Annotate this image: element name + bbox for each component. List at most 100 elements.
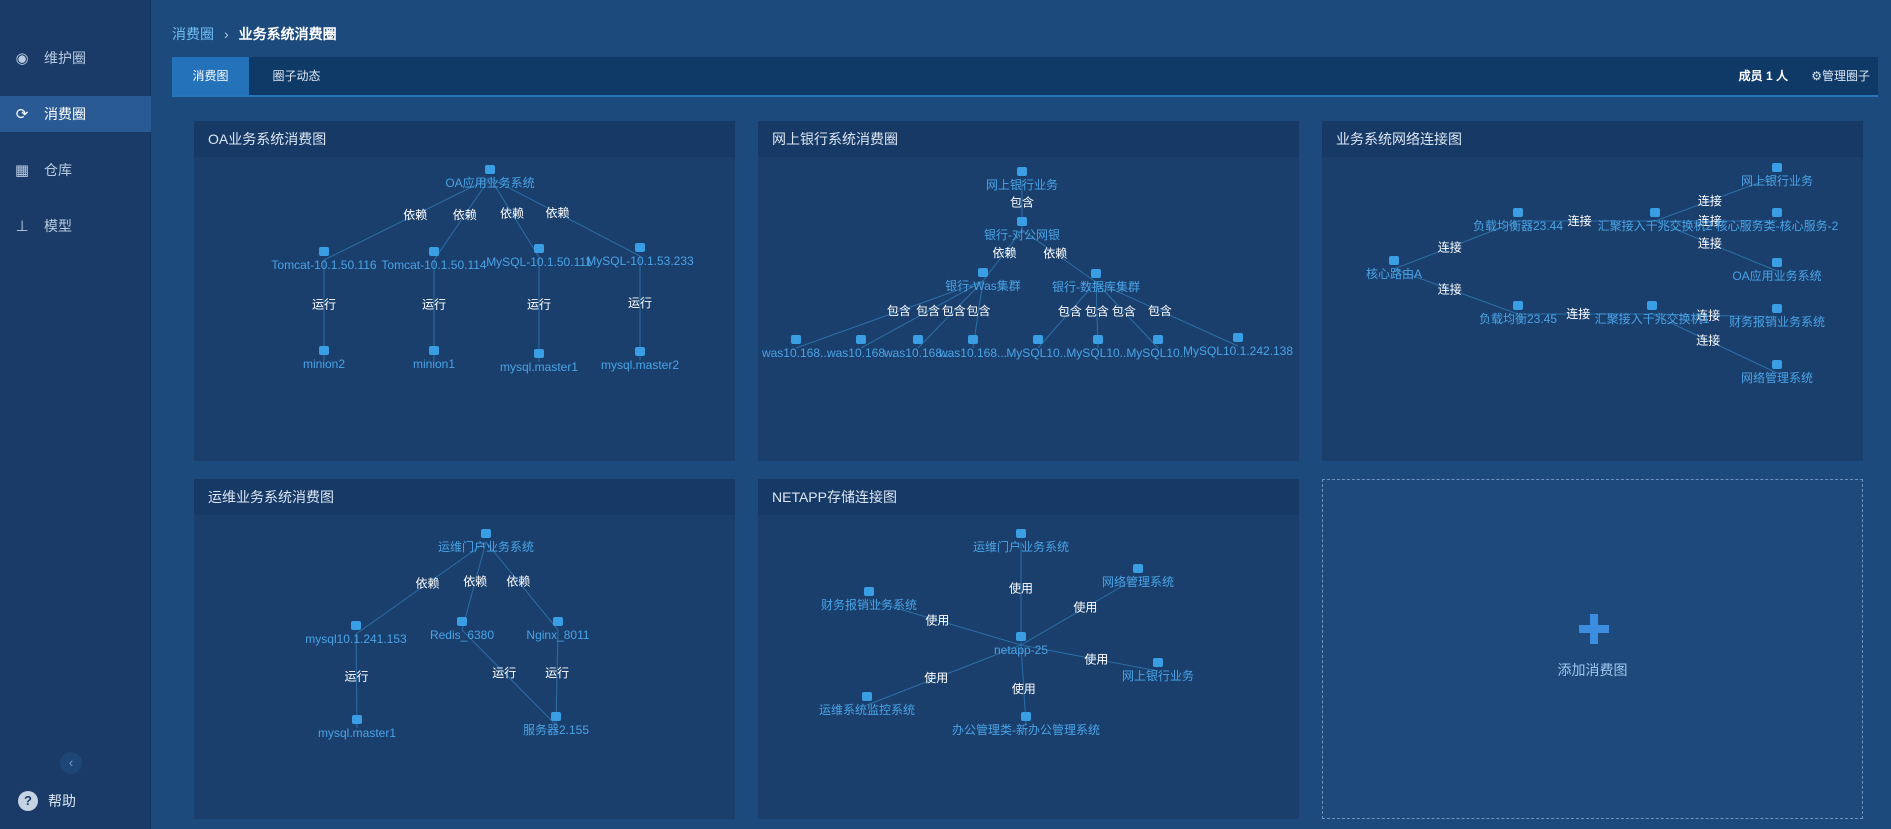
- node-label: 银行-Was集群: [945, 278, 1021, 293]
- graph-node[interactable]: 银行-数据库集群: [1052, 269, 1140, 294]
- graph-node[interactable]: MySQL-10.1.50.111: [486, 244, 592, 269]
- graph-node[interactable]: 办公管理类-新办公管理系统: [952, 712, 1100, 737]
- graph-node[interactable]: 运维门户业务系统: [438, 529, 534, 554]
- node-icon: [856, 335, 866, 344]
- graph-node[interactable]: 网络管理系统: [1741, 360, 1813, 385]
- graph-node[interactable]: was10.168...: [938, 335, 1007, 360]
- graph-node[interactable]: MySQL-10.1.53.233: [586, 243, 694, 268]
- graph-edge: [860, 280, 984, 349]
- sidebar-item-model[interactable]: ⊥ 模型: [0, 208, 151, 244]
- node-icon: [429, 346, 439, 355]
- graph-node[interactable]: MySQL10...: [1066, 335, 1130, 360]
- graph-panel[interactable]: 业务系统网络连接图 连接 连接 连接 连接 连接 连接 连接 连接 连接 核心路由A 负载均衡器23.…: [1322, 121, 1863, 461]
- graph-node[interactable]: 汇聚接入千兆交换机1: [1595, 301, 1710, 326]
- sidebar-item-label: 维护圈: [44, 50, 86, 66]
- edge-label: 包含: [1148, 303, 1172, 318]
- edge-label: 依赖: [453, 207, 477, 222]
- sidebar-item-warehouse[interactable]: ▦ 仓库: [0, 152, 151, 188]
- graph-canvas[interactable]: 连接连接连接连接连接连接连接连接连接核心路由A负载均衡器23.44负载均衡23.…: [1322, 157, 1863, 461]
- node-icon: [791, 335, 801, 344]
- edge-label: 依赖: [415, 575, 439, 590]
- graph-node[interactable]: 运维系统监控系统: [819, 692, 915, 717]
- graph-panel[interactable]: 运维业务系统消费图 依赖 依赖 依赖 运行 运行 运行 运维门户业务系统 mysql10.1.2…: [194, 479, 735, 819]
- graph-node[interactable]: mysql.master1: [318, 715, 396, 740]
- graph-node[interactable]: OA应用业务系统: [445, 165, 535, 190]
- graph-node[interactable]: mysql.master2: [601, 347, 679, 372]
- node-icon: [1650, 208, 1660, 217]
- graph-node[interactable]: was10.168...: [761, 335, 830, 360]
- graph-panel[interactable]: 网上银行系统消费圈 包含 依赖 依赖 包含 包含 包含 包含 包含 包含 包含 包含 网上银行业务 银行-…: [758, 121, 1299, 461]
- node-icon: [1513, 301, 1523, 310]
- graph-node[interactable]: 负载均衡器23.44: [1473, 208, 1563, 233]
- graph-node[interactable]: 银行-对公网银: [984, 217, 1060, 242]
- add-graph-panel[interactable]: 添加消费图: [1322, 479, 1863, 819]
- tab-consumption-graph[interactable]: 消费图: [172, 57, 249, 95]
- graph-node[interactable]: 银行-Was集群: [945, 268, 1021, 293]
- graph-node[interactable]: MySQL10.1.242.138: [1183, 333, 1293, 358]
- manage-label: 管理圈子: [1821, 69, 1870, 83]
- node-icon: [1153, 335, 1163, 344]
- edge-label: 包含: [1085, 304, 1109, 319]
- edge-label: 依赖: [463, 574, 487, 589]
- node-label: 银行-对公网银: [984, 228, 1060, 242]
- graph-node[interactable]: 网上银行业务: [986, 167, 1058, 192]
- hierarchy-icon: ⊥: [15, 218, 29, 235]
- graph-panel[interactable]: OA业务系统消费图 依赖 依赖 依赖 依赖 运行 运行 运行 运行 OA应用业务系统 Tomcat-…: [194, 121, 735, 461]
- breadcrumb-parent[interactable]: 消费圈: [172, 26, 214, 42]
- graph-node[interactable]: 财务报销业务系统: [1729, 304, 1825, 329]
- graph-node[interactable]: Tomcat-10.1.50.114: [381, 247, 487, 272]
- graph-panel[interactable]: NETAPP存储连接图 使用 使用 使用 使用 使用 使用 netapp-25 运维门户业务系统…: [758, 479, 1299, 819]
- graph-node[interactable]: 核心服务类-核心服务-2: [1716, 208, 1839, 233]
- edge-label: 运行: [527, 297, 551, 311]
- edge-label: 依赖: [506, 574, 530, 589]
- node-icon: [1647, 301, 1657, 310]
- node-label: netapp-25: [994, 643, 1048, 657]
- graph-node[interactable]: Tomcat-10.1.50.116: [271, 247, 377, 272]
- tab-circle-activity[interactable]: 圈子动态: [272, 69, 321, 83]
- graph-node[interactable]: was10.168...: [826, 335, 895, 360]
- edge-label: 连接: [1698, 236, 1722, 251]
- graph-node[interactable]: minion1: [413, 346, 455, 371]
- edge-label: 包含: [1010, 195, 1034, 210]
- node-icon: [553, 617, 563, 626]
- help-button[interactable]: ? 帮助: [0, 785, 151, 817]
- graph-node[interactable]: 核心路由A: [1366, 256, 1422, 281]
- graph-node[interactable]: MySQL10...: [1126, 335, 1190, 360]
- node-icon: [1016, 529, 1026, 538]
- node-icon: [1772, 163, 1782, 172]
- graph-node[interactable]: Redis_6380: [430, 617, 494, 642]
- graph-node[interactable]: 负载均衡23.45: [1479, 301, 1557, 326]
- graph-edge: [489, 177, 540, 258]
- graph-node[interactable]: 汇聚接入千兆交换机2: [1598, 208, 1713, 233]
- graph-node[interactable]: was10.168...: [883, 335, 952, 360]
- graph-canvas[interactable]: 使用使用使用使用使用使用netapp-25运维门户业务系统网络管理系统财务报销业…: [758, 515, 1299, 819]
- edge-label: 包含: [887, 303, 911, 318]
- graph-node[interactable]: mysql.master1: [500, 349, 578, 374]
- graph-node[interactable]: 服务器2.155: [523, 712, 589, 737]
- graph-node[interactable]: 网上银行业务: [1741, 163, 1813, 188]
- graph-node[interactable]: 财务报销业务系统: [821, 587, 917, 612]
- sidebar-item-consumption[interactable]: ⟳ 消费圈: [0, 96, 151, 132]
- graph-node[interactable]: netapp-25: [994, 632, 1048, 657]
- graph-node[interactable]: 运维门户业务系统: [973, 529, 1069, 554]
- node-label: 银行-数据库集群: [1052, 279, 1140, 294]
- graph-node[interactable]: minion2: [303, 346, 345, 371]
- node-label: mysql10.1.241.153: [305, 632, 407, 646]
- target-icon: ◉: [15, 50, 29, 67]
- graph-node[interactable]: MySQL10...: [1006, 335, 1070, 360]
- graph-node[interactable]: 网上银行业务: [1122, 658, 1194, 683]
- graph-edge: [1095, 281, 1159, 349]
- graph-node[interactable]: mysql10.1.241.153: [305, 621, 407, 646]
- sidebar-item-maintenance[interactable]: ◉ 维护圈: [0, 40, 151, 76]
- node-label: 财务报销业务系统: [821, 597, 917, 612]
- graph-node[interactable]: OA应用业务系统: [1732, 258, 1822, 283]
- graph-node[interactable]: Nginx_8011: [526, 617, 590, 642]
- manage-circle-button[interactable]: ⚙管理圈子: [1811, 57, 1870, 95]
- node-icon: [1021, 712, 1031, 721]
- collapse-sidebar-icon[interactable]: ‹: [60, 752, 82, 774]
- edge-label: 包含: [1058, 304, 1082, 319]
- graph-node[interactable]: 网络管理系统: [1102, 564, 1174, 589]
